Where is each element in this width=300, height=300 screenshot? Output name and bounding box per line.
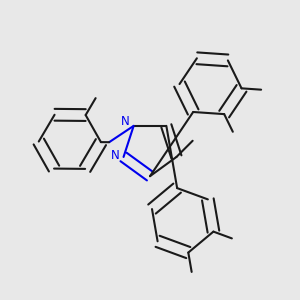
Text: N: N (121, 115, 130, 128)
Text: N: N (110, 149, 119, 162)
